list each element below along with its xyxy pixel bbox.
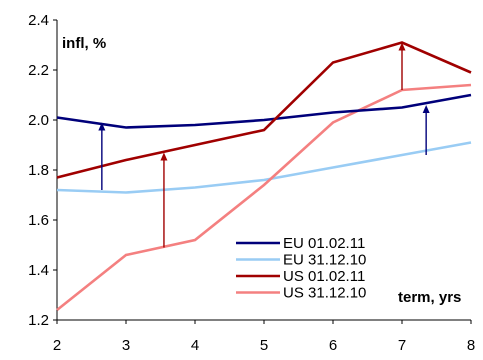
legend-entry: EU 01.02.11: [283, 235, 365, 252]
y-tick-label: 2.4: [28, 12, 49, 29]
y-tick-label: 2.0: [28, 112, 49, 129]
x-tick-label: 3: [122, 337, 130, 354]
x-tick-label: 8: [467, 337, 475, 354]
y-tick-label: 1.4: [28, 262, 49, 279]
y-tick-label: 1.8: [28, 162, 49, 179]
legend-entry: US 31.12.10: [283, 285, 366, 302]
y-tick-label: 1.6: [28, 212, 49, 229]
change-arrow-head: [98, 122, 106, 131]
y-tick-label: 1.2: [28, 312, 49, 329]
change-arrow-head: [422, 105, 430, 113]
axes: 1.2 1.4 1.6 1.8 2.0 2.2 2.4 2 3 4 5 6 7 8: [28, 12, 475, 354]
series-line-2: [56, 41, 472, 179]
change-arrow-head: [160, 152, 168, 161]
x-tick-label: 4: [191, 337, 199, 354]
change-arrow-head: [398, 42, 406, 51]
x-tick-label: 7: [398, 337, 406, 354]
series-line-1: [56, 141, 472, 194]
change-arrows: [98, 42, 430, 248]
series-line-0: [56, 93, 472, 129]
legend-entry: EU 31.12.10: [283, 252, 366, 269]
y-axis-label: infl, %: [62, 35, 106, 52]
legend-entry: US 01.02.11: [283, 268, 365, 285]
y-tick-label: 2.2: [28, 62, 49, 79]
x-axis-label: term, yrs: [398, 289, 461, 306]
x-tick-label: 2: [53, 337, 61, 354]
x-tick-label: 6: [329, 337, 337, 354]
x-tick-label: 5: [260, 337, 268, 354]
series-lines: [56, 41, 472, 312]
